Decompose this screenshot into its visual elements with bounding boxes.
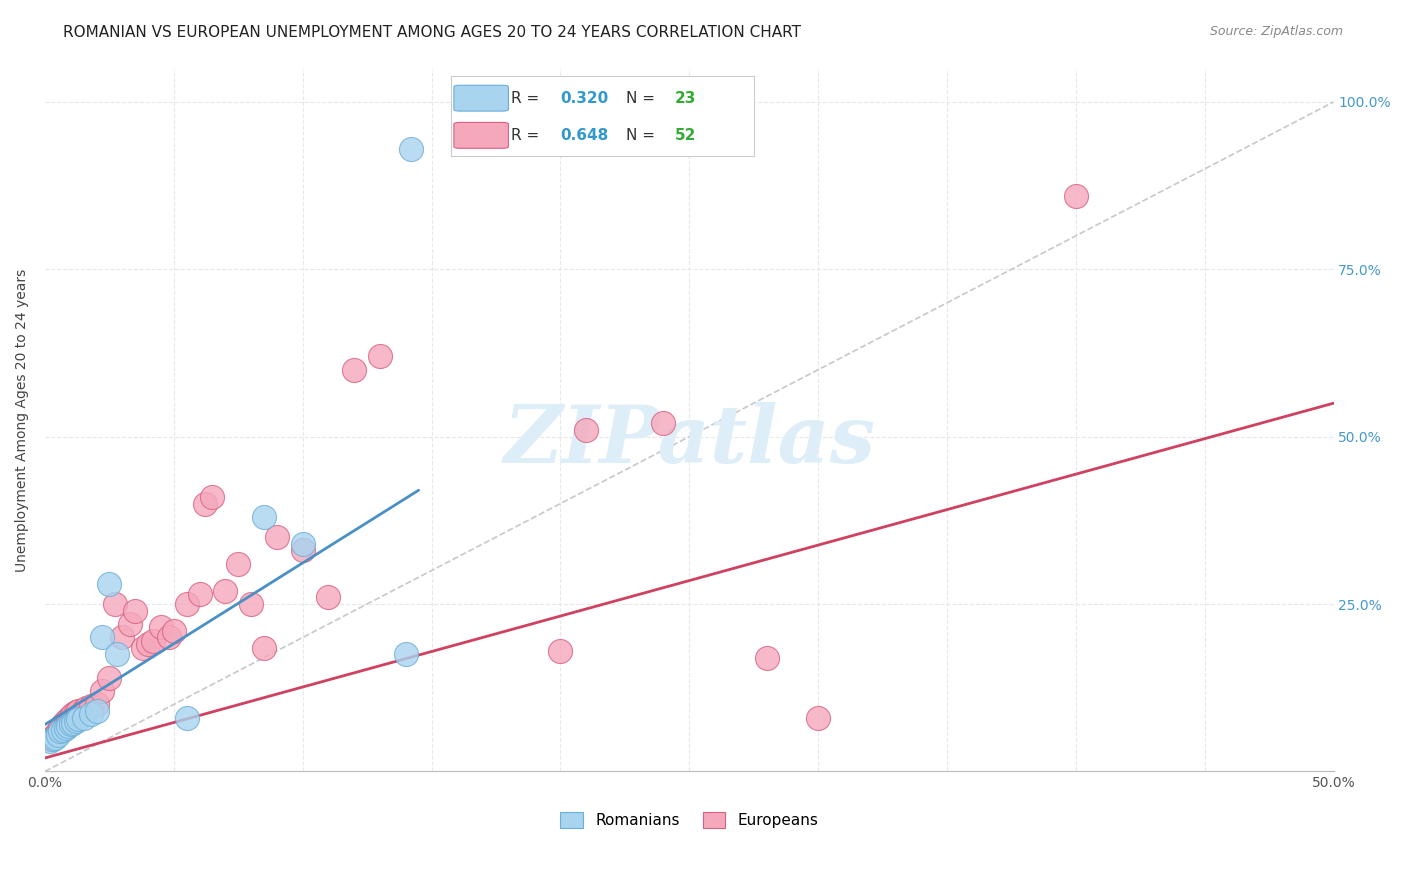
Point <box>266 530 288 544</box>
Point <box>52 717 75 731</box>
Point <box>46 725 69 739</box>
Point <box>67 712 90 726</box>
Point <box>253 510 276 524</box>
Point <box>132 640 155 655</box>
Point <box>39 734 62 748</box>
Point <box>240 597 263 611</box>
Point <box>67 704 90 718</box>
Point <box>41 732 63 747</box>
Point <box>62 716 84 731</box>
Point <box>49 724 72 739</box>
Legend: Romanians, Europeans: Romanians, Europeans <box>554 805 825 834</box>
Point <box>194 497 217 511</box>
Point <box>59 717 82 731</box>
Point <box>291 537 314 551</box>
Point <box>1064 188 1087 202</box>
Point <box>59 711 82 725</box>
Point <box>44 727 66 741</box>
Point <box>46 724 69 739</box>
Point <box>176 597 198 611</box>
Point <box>399 142 422 156</box>
Point <box>111 631 134 645</box>
Point <box>214 583 236 598</box>
Point <box>80 707 103 722</box>
Point <box>755 650 778 665</box>
Point <box>395 647 418 661</box>
Point <box>98 577 121 591</box>
Point <box>52 723 75 737</box>
Point <box>652 417 675 431</box>
Point <box>118 617 141 632</box>
Point <box>136 637 159 651</box>
Point <box>318 591 340 605</box>
Point <box>55 714 77 728</box>
Point <box>343 363 366 377</box>
Point <box>163 624 186 638</box>
Point <box>72 703 94 717</box>
Point <box>90 684 112 698</box>
Y-axis label: Unemployment Among Ages 20 to 24 years: Unemployment Among Ages 20 to 24 years <box>15 268 30 572</box>
Point <box>201 490 224 504</box>
Text: ROMANIAN VS EUROPEAN UNEMPLOYMENT AMONG AGES 20 TO 24 YEARS CORRELATION CHART: ROMANIAN VS EUROPEAN UNEMPLOYMENT AMONG … <box>63 25 801 40</box>
Point <box>55 721 77 735</box>
Point <box>56 719 79 733</box>
Point <box>55 716 77 731</box>
Point <box>59 709 82 723</box>
Point <box>65 706 87 720</box>
Point <box>80 698 103 713</box>
Point <box>124 604 146 618</box>
Text: Source: ZipAtlas.com: Source: ZipAtlas.com <box>1209 25 1343 38</box>
Point <box>39 732 62 747</box>
Point <box>62 707 84 722</box>
Point <box>49 721 72 735</box>
Point <box>253 640 276 655</box>
Point <box>52 719 75 733</box>
Point <box>49 723 72 737</box>
Point <box>44 731 66 745</box>
Point <box>86 698 108 712</box>
Point <box>103 597 125 611</box>
Point <box>291 543 314 558</box>
Point <box>149 620 172 634</box>
Point <box>157 631 180 645</box>
Point <box>41 731 63 745</box>
Point <box>86 704 108 718</box>
Point <box>90 631 112 645</box>
Point <box>226 557 249 571</box>
Point <box>368 349 391 363</box>
Point <box>142 633 165 648</box>
Point <box>575 423 598 437</box>
Point <box>72 711 94 725</box>
Point <box>176 711 198 725</box>
Point <box>807 711 830 725</box>
Point <box>188 587 211 601</box>
Point <box>98 671 121 685</box>
Point <box>105 647 128 661</box>
Text: ZIPatlas: ZIPatlas <box>503 402 876 480</box>
Point <box>75 700 97 714</box>
Point <box>65 714 87 728</box>
Point <box>46 727 69 741</box>
Point <box>550 644 572 658</box>
Point <box>56 712 79 726</box>
